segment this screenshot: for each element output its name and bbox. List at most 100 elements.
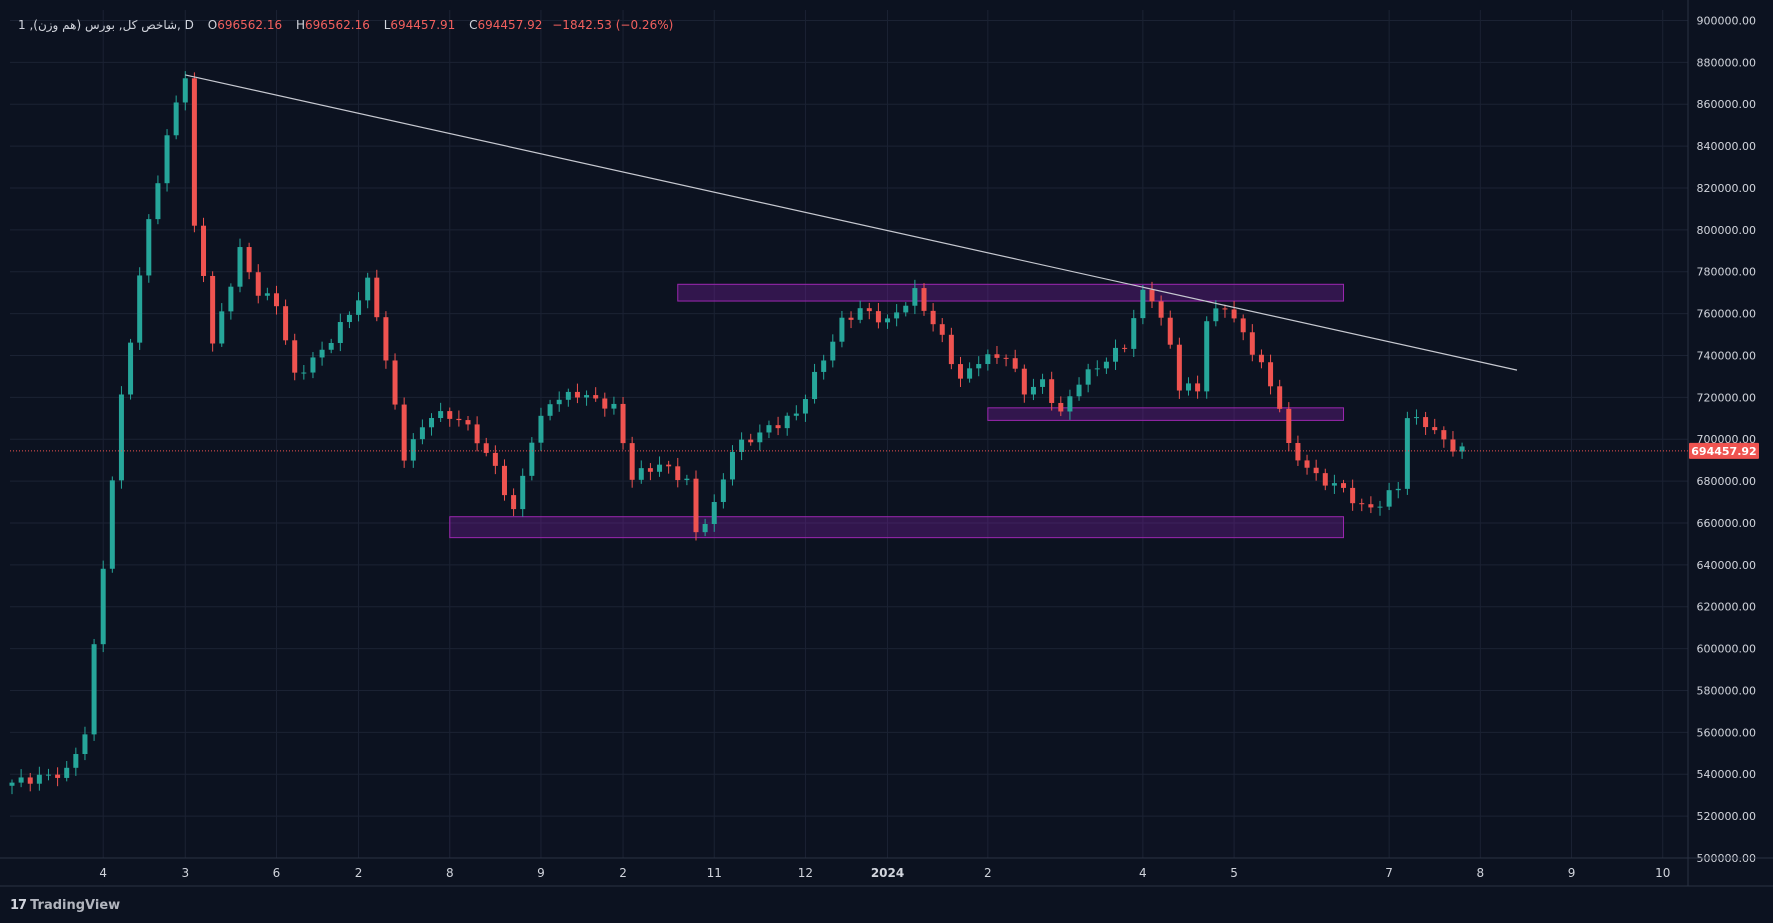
candle-body bbox=[684, 478, 690, 481]
candle-body bbox=[182, 78, 188, 103]
price-zone-rect bbox=[449, 516, 1345, 539]
candle-body bbox=[1313, 467, 1319, 474]
candle-body bbox=[1249, 332, 1255, 355]
candle-body bbox=[620, 403, 626, 444]
candle-body bbox=[438, 411, 444, 419]
candle-body bbox=[1277, 386, 1283, 409]
candle-body bbox=[602, 398, 608, 409]
tradingview-brand[interactable]: 17 TradingView bbox=[10, 898, 120, 913]
candle-body bbox=[830, 341, 836, 361]
x-tick-label: 2 bbox=[355, 866, 363, 880]
candle-body bbox=[857, 308, 863, 320]
candle-body bbox=[292, 340, 298, 373]
candle-body bbox=[903, 305, 909, 313]
candle-body bbox=[720, 479, 726, 502]
y-tick-label: 880000.00 bbox=[1697, 56, 1757, 69]
y-tick-label: 680000.00 bbox=[1697, 475, 1757, 488]
candle-body bbox=[848, 317, 854, 320]
candle-body bbox=[100, 568, 106, 645]
x-tick-label: 9 bbox=[1568, 866, 1576, 880]
candle-body bbox=[866, 308, 872, 312]
trendline bbox=[185, 74, 1518, 371]
low-value: 694457.91 bbox=[390, 18, 456, 32]
candle-body bbox=[1076, 384, 1082, 397]
x-tick-label: 2 bbox=[619, 866, 627, 880]
y-tick-label: 660000.00 bbox=[1697, 517, 1757, 530]
candle-body bbox=[91, 644, 97, 735]
candle-body bbox=[1222, 308, 1228, 310]
candle-body bbox=[1085, 369, 1091, 385]
candle-body bbox=[784, 415, 790, 429]
x-tick-label: 6 bbox=[273, 866, 281, 880]
candle-body bbox=[657, 464, 663, 472]
candle-body bbox=[702, 524, 708, 533]
open-label: O bbox=[207, 18, 218, 32]
candle-body bbox=[1140, 289, 1146, 319]
candle-body bbox=[638, 468, 644, 480]
candle-body bbox=[9, 782, 15, 786]
candle-body bbox=[246, 247, 252, 273]
candle-body bbox=[383, 317, 389, 361]
candle-body bbox=[82, 734, 88, 755]
tradingview-logo-icon: 17 bbox=[10, 898, 27, 913]
candle-body bbox=[793, 413, 799, 416]
high-value: 696562.16 bbox=[304, 18, 370, 32]
candle-body bbox=[1167, 317, 1173, 345]
candle-body bbox=[1413, 417, 1419, 419]
candle-body bbox=[1386, 490, 1392, 507]
brand-name: TradingView bbox=[30, 898, 121, 913]
candle-body bbox=[802, 399, 808, 414]
candle-body bbox=[447, 411, 453, 419]
ohlc-header: 1 ,(هم وزن) شاخص کل, بورس, D O696562.16 … bbox=[18, 18, 673, 32]
candle-body bbox=[565, 391, 571, 400]
candle-body bbox=[556, 399, 562, 405]
candle-body bbox=[128, 342, 134, 395]
candle-body bbox=[310, 357, 316, 373]
y-tick-label: 780000.00 bbox=[1697, 266, 1757, 279]
x-tick-label: 8 bbox=[446, 866, 454, 880]
candle-body bbox=[1158, 301, 1164, 318]
y-tick-label: 800000.00 bbox=[1697, 224, 1757, 237]
x-tick-label: 12 bbox=[798, 866, 813, 880]
candle-body bbox=[1331, 483, 1337, 486]
candle-body bbox=[538, 415, 544, 443]
y-tick-label: 580000.00 bbox=[1697, 684, 1757, 697]
candle-body bbox=[337, 322, 343, 343]
candle-body bbox=[921, 288, 927, 311]
candle-body bbox=[346, 314, 352, 323]
candle-body bbox=[419, 427, 425, 440]
candle-body bbox=[1185, 383, 1191, 391]
candle-body bbox=[1067, 396, 1073, 412]
candle-body bbox=[264, 293, 270, 296]
candle-body bbox=[875, 311, 881, 323]
candle-body bbox=[967, 368, 973, 379]
candle-body bbox=[885, 318, 891, 323]
candle-body bbox=[137, 275, 143, 343]
candle-body bbox=[1432, 427, 1438, 431]
candle-body bbox=[465, 420, 471, 425]
candle-body bbox=[1131, 318, 1137, 349]
high-label: H bbox=[295, 18, 305, 32]
x-tick-label: 10 bbox=[1655, 866, 1670, 880]
open-value: 696562.16 bbox=[217, 18, 283, 32]
candle-body bbox=[675, 466, 681, 481]
candle-body bbox=[1368, 504, 1374, 508]
candle-body bbox=[1341, 483, 1347, 488]
candle-body bbox=[173, 102, 179, 136]
candle-body bbox=[994, 354, 1000, 358]
candle-body bbox=[219, 311, 225, 344]
candle-body bbox=[821, 360, 827, 372]
candle-body bbox=[255, 272, 261, 296]
candle-body bbox=[584, 395, 590, 398]
candle-body bbox=[319, 349, 325, 358]
candle-body bbox=[1040, 379, 1046, 387]
candle-body bbox=[429, 418, 435, 428]
candle-body bbox=[511, 495, 517, 510]
last-price-label: 694457.92 bbox=[1691, 445, 1756, 458]
candle-body bbox=[146, 219, 152, 276]
x-tick-label: 7 bbox=[1385, 866, 1393, 880]
symbol-title[interactable]: 1 ,(هم وزن) شاخص کل, بورس, D bbox=[18, 18, 194, 32]
